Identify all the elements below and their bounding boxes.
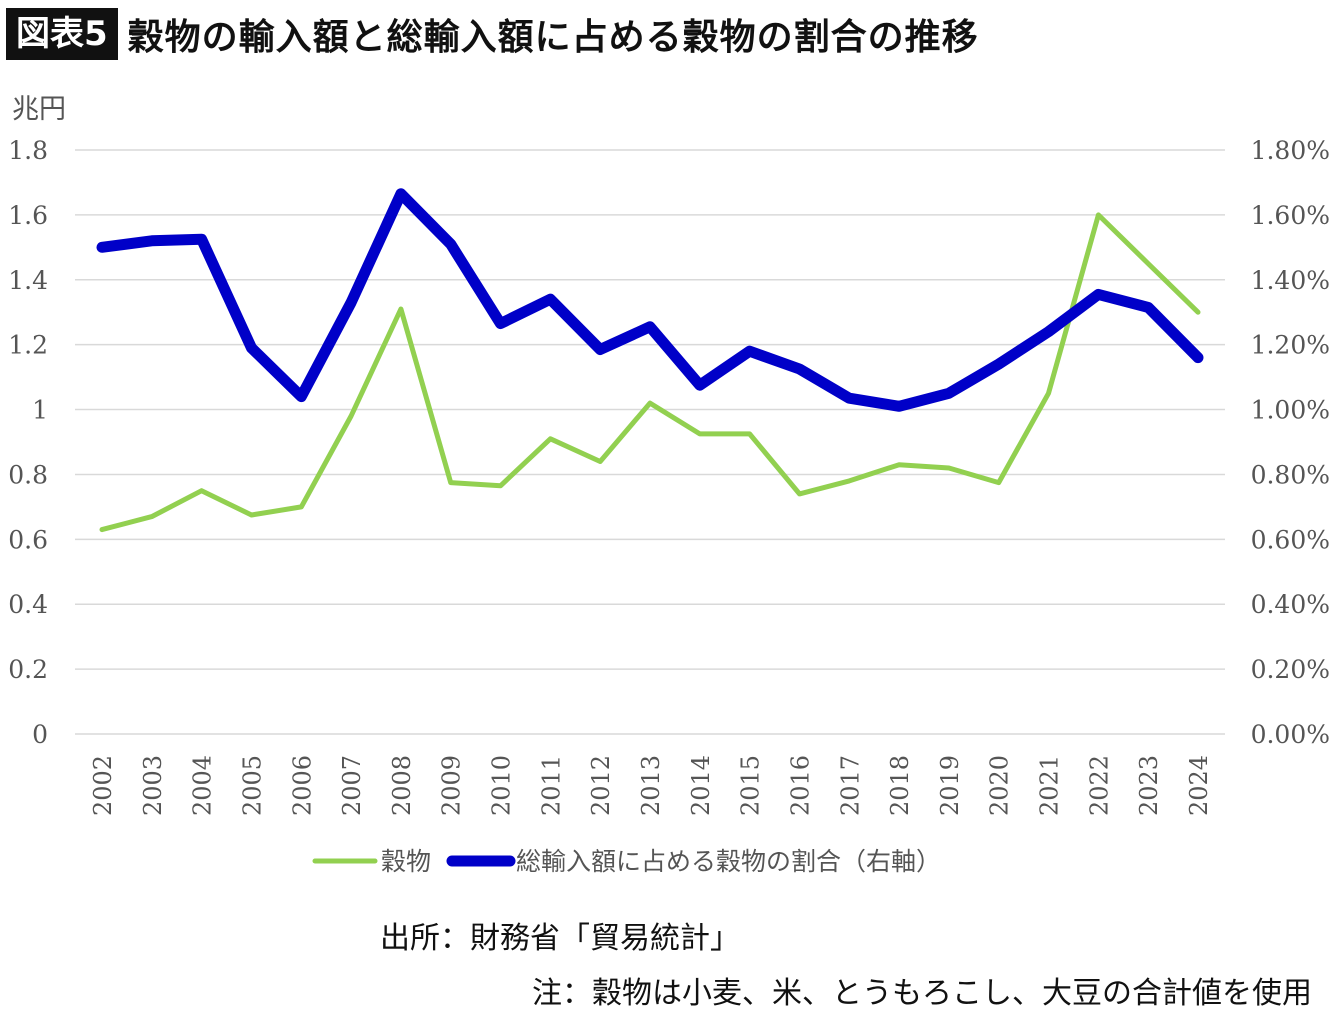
legend-label: 総輸入額に占める穀物の割合（右軸） — [516, 847, 941, 876]
left-tick-label: 0.8 — [8, 460, 48, 489]
x-tick-label: 2020 — [986, 755, 1014, 816]
x-tick-label: 2011 — [537, 755, 565, 816]
x-tick-label: 2002 — [89, 755, 117, 816]
x-tick-label: 2012 — [587, 755, 615, 816]
left-tick-label: 1.4 — [8, 266, 48, 295]
right-tick-label: 1.40% — [1251, 266, 1330, 295]
right-tick-label: 0.00% — [1251, 720, 1330, 749]
right-tick-label: 1.60% — [1251, 201, 1330, 230]
series-line-grain — [99, 212, 1201, 533]
right-tick-label: 0.60% — [1251, 525, 1330, 554]
right-tick-label: 1.20% — [1251, 331, 1330, 360]
footnote: 注：穀物は小麦、米、とうもろこし、大豆の合計値を使用 — [532, 976, 1312, 1011]
x-axis-ticks: 2002 2003 2004 2005 2006 2007 2008 2009 2010 2011… — [89, 755, 1213, 816]
right-axis-ticks: 0.00% 0.20% 0.40% 0.60% 0.80% 1.00% 1.20% 1.40%… — [1251, 136, 1330, 749]
right-tick-label: 0.40% — [1251, 590, 1330, 619]
x-tick-label: 2018 — [886, 755, 914, 816]
x-tick-label: 2004 — [189, 755, 217, 816]
right-tick-label: 1.00% — [1251, 396, 1330, 425]
x-tick-label: 2021 — [1036, 755, 1064, 816]
gridlines — [75, 149, 1225, 735]
x-tick-label: 2010 — [488, 755, 516, 816]
left-axis-unit: 兆円 — [12, 94, 66, 125]
x-tick-label: 2024 — [1185, 755, 1213, 816]
right-tick-label: 0.20% — [1251, 655, 1330, 684]
right-tick-label: 1.80% — [1251, 136, 1330, 165]
x-tick-label: 2008 — [388, 755, 416, 816]
x-tick-label: 2013 — [637, 755, 665, 816]
left-tick-label: 1.8 — [8, 136, 48, 165]
figure-badge: 図表5 — [6, 8, 118, 60]
x-tick-label: 2005 — [238, 755, 266, 816]
x-tick-label: 2017 — [836, 755, 864, 816]
x-tick-label: 2009 — [438, 755, 466, 816]
right-tick-label: 0.80% — [1251, 460, 1330, 489]
legend-label: 穀物 — [381, 847, 431, 876]
left-tick-label: 1 — [32, 396, 48, 425]
left-tick-label: 0 — [32, 720, 48, 749]
x-tick-label: 2014 — [687, 755, 715, 816]
series-lines — [96, 188, 1204, 533]
left-tick-label: 0.4 — [8, 590, 48, 619]
series-line-share — [96, 188, 1204, 412]
x-tick-label: 2016 — [786, 755, 814, 816]
chart-title: 穀物の輸入額と総輸入額に占める穀物の割合の推移 — [127, 17, 979, 58]
left-tick-label: 0.2 — [8, 655, 48, 684]
x-tick-label: 2015 — [737, 755, 765, 816]
left-tick-label: 1.2 — [8, 331, 48, 360]
left-tick-label: 0.6 — [8, 525, 48, 554]
left-tick-label: 1.6 — [8, 201, 48, 230]
left-axis-ticks: 0 0.2 0.4 0.6 0.8 1 1.2 1.4 1.6 1.8 — [8, 136, 48, 749]
x-tick-label: 2003 — [139, 755, 167, 816]
x-tick-label: 2023 — [1135, 755, 1163, 816]
x-tick-label: 2006 — [288, 755, 316, 816]
x-tick-label: 2019 — [936, 755, 964, 816]
x-tick-label: 2007 — [338, 755, 366, 816]
title-row: 図表5 穀物の輸入額と総輸入額に占める穀物の割合の推移 — [6, 6, 979, 62]
source-note: 出所：財務省「貿易統計」 — [380, 921, 740, 956]
x-tick-label: 2022 — [1085, 755, 1113, 816]
legend: 穀物 総輸入額に占める穀物の割合（右軸） — [312, 847, 941, 876]
